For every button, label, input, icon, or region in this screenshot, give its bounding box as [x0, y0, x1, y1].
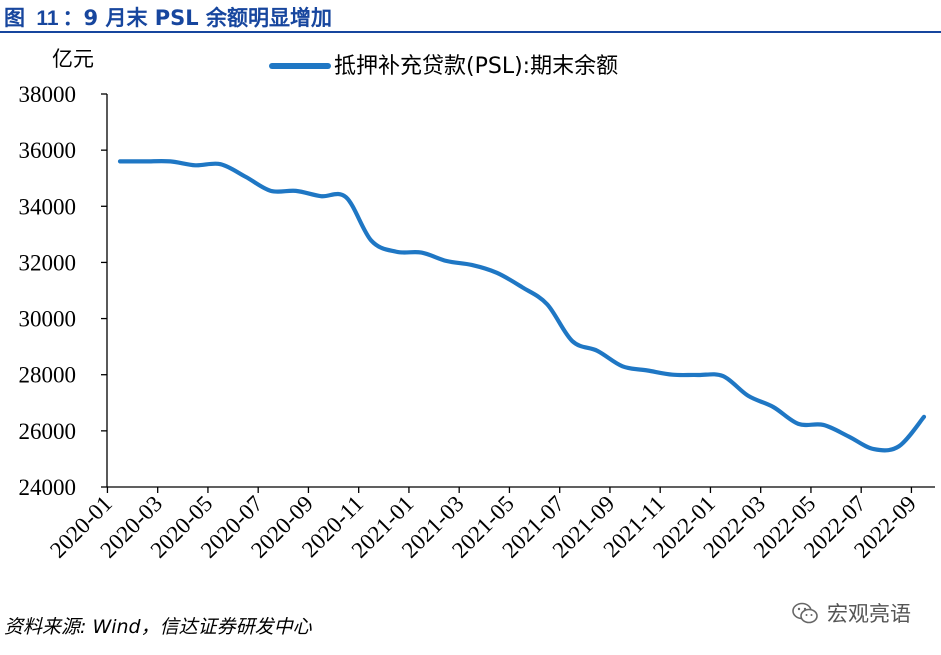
figure-title-separator: ： — [62, 6, 84, 30]
watermark-text: 宏观亮语 — [827, 602, 911, 626]
y-tick-label: 38000 — [19, 82, 77, 107]
figure-title: 图 11 ：9 月末 PSL 余额明显增加 — [4, 2, 332, 32]
psl-line-chart: 亿元 抵押补充贷款(PSL):期末余额 24000 26000 28000 30000… — [19, 47, 935, 563]
y-tick-label: 26000 — [19, 419, 77, 444]
wechat-icon — [792, 602, 818, 624]
series-line-0 — [117, 158, 927, 453]
figure-label: 图 — [4, 6, 25, 30]
y-tick-label: 30000 — [19, 307, 77, 332]
figure-number: 11 — [36, 7, 59, 30]
y-tick-label: 28000 — [19, 363, 77, 388]
title-divider — [0, 31, 941, 33]
watermark: 宏观亮语 — [791, 598, 911, 628]
y-tick-label: 32000 — [19, 250, 77, 275]
y-tick-label: 36000 — [19, 138, 77, 163]
axes: 24000 26000 28000 30000 32000 34000 36000 38000… — [19, 82, 935, 563]
series-layer — [117, 158, 927, 453]
source-note: 资料来源: Wind，信达证券研发中心 — [4, 616, 312, 638]
figure-title-text: 9 月末 PSL 余额明显增加 — [83, 6, 332, 30]
y-tick-label: 24000 — [19, 475, 77, 500]
y-tick-label: 34000 — [19, 194, 77, 219]
legend-label: 抵押补充贷款(PSL):期末余额 — [334, 54, 618, 79]
y-unit-label: 亿元 — [52, 47, 94, 71]
